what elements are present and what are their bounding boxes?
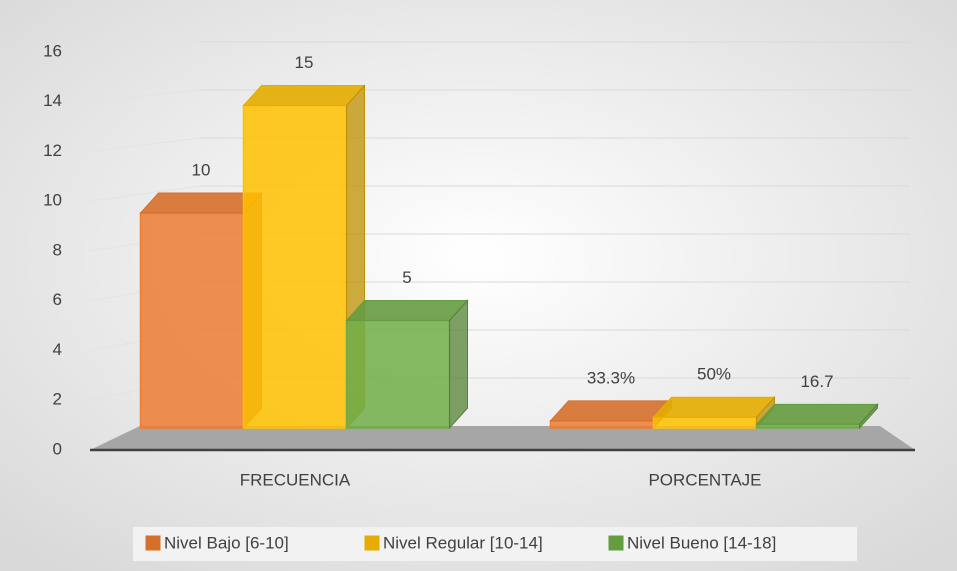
- y-tick-label: 0: [53, 439, 62, 458]
- y-tick-label: 8: [53, 240, 62, 259]
- bar-front: [345, 319, 451, 429]
- y-tick-label: 6: [53, 290, 62, 309]
- data-label: 50%: [697, 365, 731, 384]
- y-tick-label: 2: [53, 390, 62, 409]
- bar-top: [242, 85, 366, 106]
- x-tick-label: PORCENTAJE: [648, 470, 761, 489]
- data-label: 15: [295, 53, 314, 72]
- y-tick-label: 10: [43, 191, 62, 210]
- bar-top: [755, 403, 879, 425]
- bar-front: [242, 104, 348, 429]
- y-tick-label: 12: [43, 141, 62, 160]
- legend-label: Nivel Bajo [6-10]: [164, 533, 289, 552]
- data-label: 10: [192, 160, 211, 179]
- bar-top: [652, 396, 776, 418]
- legend-swatch: [608, 535, 624, 551]
- legend-label: Nivel Bueno [14-18]: [627, 533, 776, 552]
- bar-side: [859, 403, 878, 430]
- bar-front: [549, 420, 655, 429]
- x-tick-label: FRECUENCIA: [240, 470, 351, 489]
- legend-swatch: [145, 535, 161, 551]
- legend-label: Nivel Regular [10-14]: [383, 533, 543, 552]
- grid-line: [89, 185, 201, 202]
- legend-swatch: [364, 535, 380, 551]
- y-tick-label: 4: [53, 340, 62, 359]
- legend-box: [133, 527, 857, 561]
- y-tick-label: 16: [43, 41, 62, 60]
- y-tick-label: 14: [43, 91, 62, 110]
- bar-front: [652, 416, 758, 429]
- bar-front: [139, 212, 245, 429]
- grid-line: [89, 89, 201, 103]
- bar-front: [755, 423, 861, 429]
- grid-line: [89, 137, 201, 152]
- bar-side: [449, 299, 468, 430]
- bar-top: [345, 300, 469, 321]
- data-label: 33.3%: [587, 368, 635, 387]
- data-label: 5: [402, 268, 411, 287]
- floor: [90, 426, 915, 450]
- grid-line: [89, 41, 201, 53]
- data-label: 16.7: [800, 372, 833, 391]
